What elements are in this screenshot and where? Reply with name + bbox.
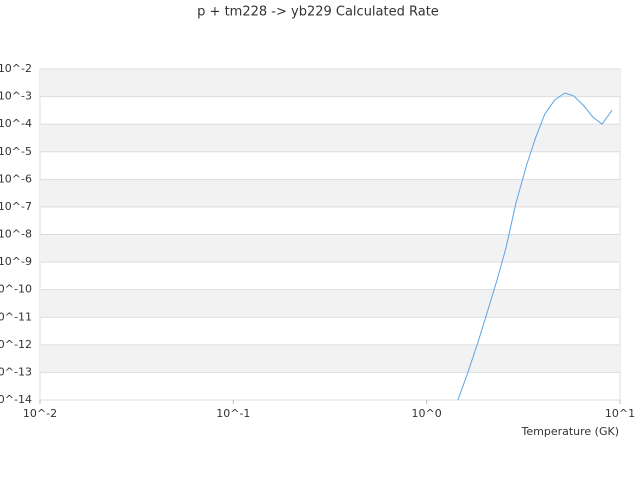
y-tick-label: 10^-14 (0, 393, 32, 406)
grid-band (40, 289, 620, 318)
y-tick-label: 10^-12 (0, 338, 32, 351)
x-tick-label: 10^-1 (216, 407, 250, 420)
y-tick-label: 10^-11 (0, 310, 32, 323)
y-tick-label: 10^-8 (0, 228, 32, 241)
grid-band (40, 124, 620, 152)
y-tick-label: 10^-5 (0, 145, 32, 158)
y-tick-label: 10^-6 (0, 172, 32, 185)
y-tick-label: 10^-7 (0, 200, 32, 213)
grid-band (40, 179, 620, 207)
grid-band (40, 69, 620, 97)
y-tick-label: 10^-10 (0, 283, 32, 296)
grid-band (40, 344, 620, 373)
grid-band (40, 234, 620, 263)
y-tick-label: 10^-4 (0, 117, 32, 130)
x-tick-label: 10^-2 (23, 407, 57, 420)
y-tick-label: 10^-9 (0, 255, 32, 268)
rate-line (457, 92, 613, 401)
x-axis-label: Temperature (GK) (521, 425, 620, 438)
y-tick-label: 10^-3 (0, 90, 32, 103)
y-tick-label: 10^-13 (0, 365, 32, 378)
chart-title: p + tm228 -> yb229 Calculated Rate (197, 5, 439, 20)
x-tick-label: 10^0 (412, 407, 442, 420)
y-tick-label: 10^-2 (0, 62, 32, 75)
x-tick-label: 10^1 (605, 407, 635, 420)
